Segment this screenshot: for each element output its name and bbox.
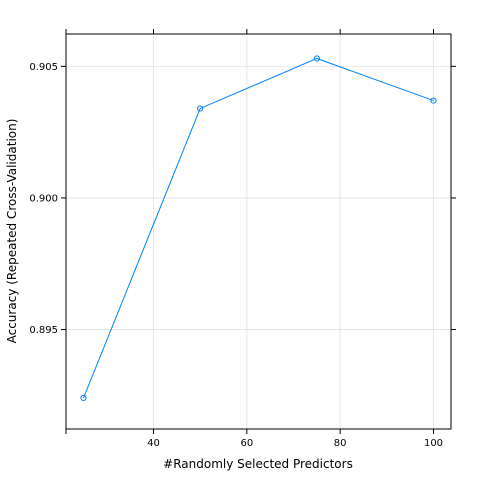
series-line: [83, 57, 434, 399]
x-tick-label: 60: [240, 438, 253, 449]
data-point: [430, 97, 437, 104]
y-axis-title: Accuracy (Repeated Cross-Validation): [5, 119, 19, 344]
y-tick-label: 0.900: [29, 193, 58, 204]
y-tick-label: 0.895: [29, 325, 58, 336]
x-axis-title: #Randomly Selected Predictors: [163, 457, 353, 471]
y-tick-label: 0.905: [29, 62, 58, 73]
ticks-layer: 40 60 80 100 0.895 0.900 0.905: [29, 29, 456, 449]
series-layer: [80, 55, 437, 402]
data-point: [313, 55, 320, 62]
x-tick-label: 40: [147, 438, 160, 449]
x-tick-label: 100: [424, 438, 443, 449]
x-tick-label: 80: [334, 438, 347, 449]
data-point: [80, 394, 87, 402]
plot-frame: [65, 33, 452, 430]
data-point: [197, 105, 204, 112]
grid-layer: [66, 34, 451, 429]
